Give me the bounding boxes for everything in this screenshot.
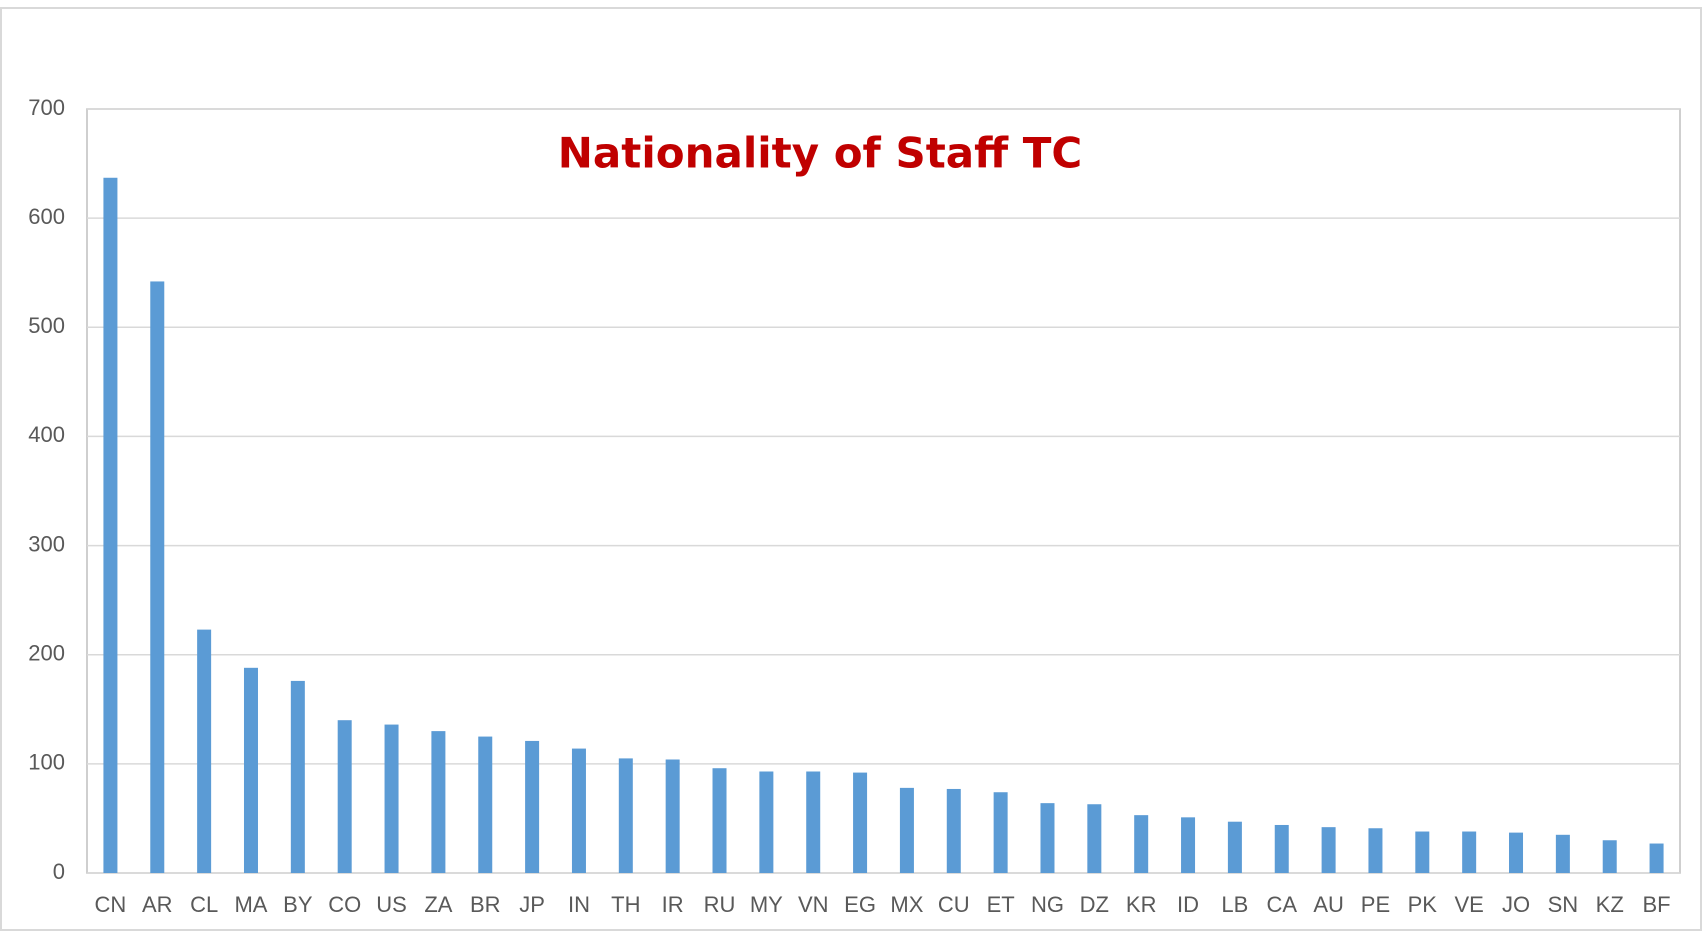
- x-tick-label: PK: [1408, 892, 1438, 917]
- x-tick-label: IR: [662, 892, 684, 917]
- x-tick-label: MX: [890, 892, 923, 917]
- bar: [618, 758, 633, 873]
- x-tick-label: AU: [1313, 892, 1344, 917]
- x-tick-label: BR: [470, 892, 501, 917]
- y-tick-label: 100: [28, 750, 65, 775]
- bar: [150, 281, 165, 874]
- x-tick-label: AR: [142, 892, 173, 917]
- bar: [899, 787, 914, 873]
- bar: [431, 731, 446, 873]
- x-tick-label: CN: [95, 892, 127, 917]
- bar: [1462, 831, 1477, 873]
- x-tick-label: CU: [938, 892, 970, 917]
- y-tick-label: 400: [28, 422, 65, 447]
- bar: [243, 667, 258, 873]
- x-tick-label: JP: [519, 892, 545, 917]
- x-tick-label: VN: [798, 892, 829, 917]
- bar: [525, 740, 540, 873]
- y-tick-label: 200: [28, 641, 65, 666]
- bar: [1321, 827, 1336, 873]
- y-tick-label: 0: [53, 859, 65, 884]
- x-tick-label: CO: [328, 892, 361, 917]
- bar: [337, 720, 352, 873]
- x-tick-label: TH: [611, 892, 640, 917]
- bar: [384, 724, 399, 873]
- y-tick-label: 700: [28, 95, 65, 120]
- y-tick-label: 300: [28, 531, 65, 556]
- x-tick-label: ET: [987, 892, 1015, 917]
- bar: [1087, 804, 1102, 873]
- x-tick-label: VE: [1454, 892, 1483, 917]
- x-tick-label: EG: [844, 892, 876, 917]
- bar: [290, 680, 305, 873]
- chart-frame: [0, 7, 1702, 931]
- bar: [1602, 840, 1617, 873]
- x-tick-label: BF: [1643, 892, 1671, 917]
- x-tick-label: PE: [1361, 892, 1390, 917]
- x-tick-label: CA: [1266, 892, 1297, 917]
- x-tick-label: LB: [1221, 892, 1248, 917]
- x-tick-label: RU: [704, 892, 736, 917]
- x-tick-label: ZA: [424, 892, 452, 917]
- x-tick-label: KZ: [1596, 892, 1624, 917]
- x-tick-label: DZ: [1080, 892, 1109, 917]
- x-tick-label: NG: [1031, 892, 1064, 917]
- bar: [1368, 828, 1383, 873]
- bar: [1415, 831, 1430, 873]
- bar: [478, 736, 493, 873]
- x-tick-label: MA: [234, 892, 267, 917]
- plot-frame: [86, 108, 1681, 874]
- x-tick-label: CL: [190, 892, 218, 917]
- bar: [571, 748, 586, 873]
- bar: [1649, 843, 1664, 873]
- bar: [946, 788, 961, 873]
- x-tick-label: IN: [568, 892, 590, 917]
- bar: [1040, 803, 1055, 873]
- y-tick-label: 500: [28, 313, 65, 338]
- x-tick-label: MY: [750, 892, 783, 917]
- bar: [1181, 817, 1196, 873]
- y-tick-label: 600: [28, 204, 65, 229]
- bar: [103, 177, 118, 873]
- bar: [665, 759, 680, 873]
- x-tick-label: ID: [1177, 892, 1199, 917]
- bar: [712, 768, 727, 873]
- bar: [1274, 824, 1289, 873]
- x-tick-label: BY: [283, 892, 313, 917]
- bar: [806, 771, 821, 873]
- chart-title: Nationality of Staff TC: [558, 129, 1082, 178]
- bar: [197, 629, 212, 873]
- bar: [1227, 821, 1242, 873]
- x-tick-label: SN: [1548, 892, 1579, 917]
- x-tick-label: US: [376, 892, 407, 917]
- bar: [853, 772, 868, 873]
- bar: [1134, 815, 1149, 873]
- x-tick-label: JO: [1502, 892, 1530, 917]
- bar: [759, 771, 774, 873]
- bar: [993, 792, 1008, 873]
- bar: [1555, 834, 1570, 873]
- x-tick-label: KR: [1126, 892, 1157, 917]
- bar: [1509, 832, 1524, 873]
